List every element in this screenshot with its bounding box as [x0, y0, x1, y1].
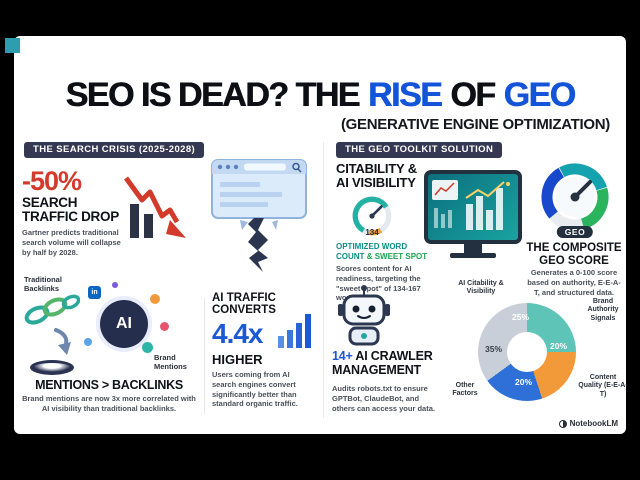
traditional-backlinks-label: Traditional Backlinks — [24, 275, 62, 293]
mentions-caption: Brand mentions are now 3x more correlate… — [22, 394, 196, 413]
donut-value-label: 20% — [515, 377, 533, 387]
donut-segment-label: Brand Authority Signals — [587, 298, 619, 322]
dark-disc-icon — [30, 360, 74, 375]
conversion-caption: Users coming from AI search engines conv… — [212, 370, 298, 409]
conversion-heading: AI TRAFFIC CONVERTS — [212, 292, 276, 317]
geo-score-donut: 25% 20% 20% 35% — [478, 303, 576, 401]
page-title: SEO IS DEAD? THE RISE OF GEO — [14, 76, 626, 115]
column-divider — [323, 142, 324, 418]
watermark-text: NotebookLM — [569, 419, 618, 428]
donut-value-label: 25% — [512, 312, 530, 322]
title-part-geo: GEO — [503, 76, 576, 114]
broken-browser-illustration — [211, 159, 307, 272]
traffic-drop-label: SEARCH TRAFFIC DROP — [22, 195, 119, 225]
donut-segment-label: Other Factors — [452, 382, 478, 398]
dashboard-monitor-illustration — [424, 170, 522, 258]
title-part-pre: SEO IS DEAD? THE — [65, 76, 360, 114]
infographic-card: SEO IS DEAD? THE RISE OF GEO (GENERATIVE… — [14, 36, 628, 434]
donut-segment-label: Content Quality (E-E-A-T) — [578, 374, 628, 398]
optimized-word-count-label: OPTIMIZED WORD COUNT — [336, 242, 408, 261]
geo-gauge-icon: GEO — [538, 160, 612, 238]
robot-icon — [338, 285, 390, 346]
left-section-badge: THE SEARCH CRISIS (2025-2028) — [24, 142, 205, 158]
social-dot-icon — [150, 294, 160, 304]
linkedin-icon: in — [88, 286, 101, 299]
brand-mentions-label: Brand Mentions — [154, 353, 187, 371]
monitor-stand — [464, 244, 482, 253]
geo-gauge-label: GEO — [556, 226, 594, 238]
down-arrow-icon — [54, 328, 71, 355]
donut-hole — [507, 332, 547, 372]
ai-hub-label: AI — [116, 315, 132, 332]
monitor-screen — [424, 170, 522, 244]
traffic-drop-caption: Gartner predicts traditional search volu… — [22, 228, 121, 257]
decline-chart-icon — [123, 176, 186, 238]
watermark: NotebookLM — [558, 419, 618, 428]
citability-heading: CITABILITY & AI VISIBILITY — [336, 161, 417, 190]
title-part-rise: RISE — [367, 76, 443, 114]
speedometer-icon: 134 — [350, 194, 394, 238]
social-dot-icon — [160, 322, 169, 331]
social-dot-icon — [84, 338, 92, 346]
left-sub-divider — [204, 298, 205, 414]
sweet-spot-label: & SWEET SPOT — [366, 251, 428, 261]
composite-score-heading: THE COMPOSITE GEO SCORE — [526, 242, 622, 267]
conversion-stat: 4.4x — [212, 318, 263, 349]
notebooklm-logo-icon — [558, 419, 567, 428]
donut-value-label: 20% — [550, 341, 568, 351]
crawler-heading-text: AI CRAWLER MANAGEMENT — [332, 349, 433, 377]
mentions-heading: MENTIONS > BACKLINKS — [35, 378, 183, 392]
right-section-badge: THE GEO TOOLKIT SOLUTION — [336, 142, 503, 158]
title-part-of: OF — [450, 76, 496, 114]
chain-links-icon — [24, 294, 80, 325]
donut-segment-label: AI Citability & Visibility — [458, 280, 504, 296]
monitor-base — [450, 253, 496, 258]
bar-chart-icon — [278, 314, 311, 348]
social-dot-icon — [112, 282, 118, 288]
conversion-higher-label: HIGHER — [212, 352, 263, 367]
composite-score-caption: Generates a 0-100 score based on authori… — [527, 268, 621, 297]
crawler-caption: Audits robots.txt to ensure GPTBot, Clau… — [332, 384, 435, 413]
citability-subheading: OPTIMIZED WORD COUNT & SWEET SPOT — [336, 242, 428, 261]
corner-accent — [5, 38, 20, 53]
crawler-heading: 14+ AI CRAWLER MANAGEMENT — [332, 349, 450, 378]
social-dot-icon — [142, 342, 153, 353]
traffic-drop-stat: -50% — [22, 166, 82, 196]
crawler-stat: 14+ — [332, 349, 353, 363]
ai-hub-badge: AI — [100, 300, 148, 348]
donut-value-label: 35% — [485, 344, 503, 354]
word-count-gauge-value: 134 — [365, 228, 379, 237]
page-subtitle: (GENERATIVE ENGINE OPTIMIZATION) — [340, 116, 610, 133]
